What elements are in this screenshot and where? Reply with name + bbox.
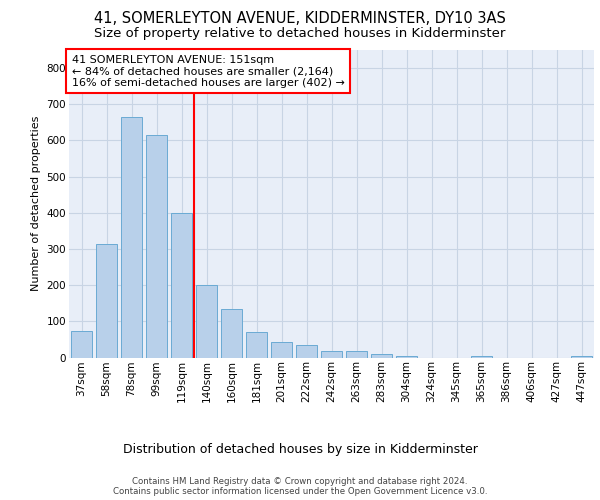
Text: Distribution of detached houses by size in Kidderminster: Distribution of detached houses by size … — [122, 442, 478, 456]
Bar — [321, 351, 342, 358]
Text: 41, SOMERLEYTON AVENUE, KIDDERMINSTER, DY10 3AS: 41, SOMERLEYTON AVENUE, KIDDERMINSTER, D… — [94, 11, 506, 26]
Y-axis label: Number of detached properties: Number of detached properties — [31, 116, 41, 292]
Bar — [271, 342, 292, 357]
Text: Contains HM Land Registry data © Crown copyright and database right 2024.
Contai: Contains HM Land Registry data © Crown c… — [113, 476, 487, 496]
Bar — [246, 332, 267, 357]
Bar — [471, 356, 492, 358]
Bar — [121, 117, 142, 358]
Bar — [296, 345, 317, 358]
Text: 41 SOMERLEYTON AVENUE: 151sqm
← 84% of detached houses are smaller (2,164)
16% o: 41 SOMERLEYTON AVENUE: 151sqm ← 84% of d… — [71, 54, 344, 88]
Bar — [146, 135, 167, 358]
Bar — [171, 213, 192, 358]
Bar — [96, 244, 117, 358]
Bar — [346, 352, 367, 358]
Text: Size of property relative to detached houses in Kidderminster: Size of property relative to detached ho… — [94, 28, 506, 40]
Bar — [371, 354, 392, 358]
Bar — [71, 332, 92, 357]
Bar — [196, 285, 217, 358]
Bar — [396, 356, 417, 358]
Bar — [221, 308, 242, 358]
Bar — [571, 356, 592, 358]
